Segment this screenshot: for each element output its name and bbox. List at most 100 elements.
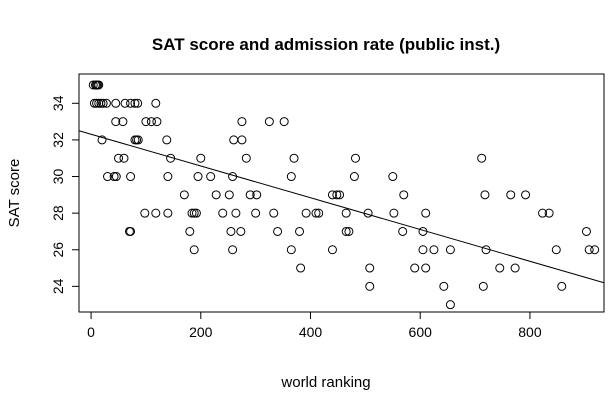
data-point [126,226,136,236]
data-point [120,98,130,108]
data-point [103,172,113,182]
data-point [206,172,216,182]
data-point [237,117,247,127]
data-point [314,208,324,218]
data-point [193,172,203,182]
data-point [89,98,99,108]
data-point [264,117,274,127]
data-point [126,172,136,182]
x-tick-label: 200 [189,324,213,340]
data-point [245,190,255,200]
y-tick-label: 30 [50,169,66,185]
regression-line [78,130,605,284]
x-tick-label: 400 [299,324,323,340]
data-point [228,245,238,255]
x-axis: 0 200 400 600 800 [87,312,542,340]
data-point [388,172,398,182]
data-point [130,98,140,108]
data-point [311,208,321,218]
data-point [445,245,455,255]
data-point [273,226,283,236]
data-point [365,263,375,273]
x-tick-label: 0 [87,324,95,340]
data-point [327,190,337,200]
data-point [418,245,428,255]
data-point [191,208,201,218]
data-point [226,226,236,236]
data-point [495,263,505,273]
x-tick-label: 800 [518,324,542,340]
data-point [480,190,490,200]
data-point [162,135,172,145]
y-tick-label: 32 [50,132,66,148]
data-point [152,117,162,127]
data-point [350,153,360,163]
data-point [189,245,199,255]
x-axis-title: world ranking [280,374,370,391]
data-point [98,98,108,108]
data-point [113,153,123,163]
data-point [295,226,305,236]
data-point [146,117,156,127]
data-point [521,190,531,200]
data-point [141,117,151,127]
data-point [557,281,567,291]
data-point [111,117,121,127]
data-point [289,153,299,163]
data-point [211,190,221,200]
data-point [269,208,279,218]
data-point [109,172,119,182]
data-point [590,245,600,255]
plot-frame [78,73,605,313]
data-point [365,281,375,291]
data-point [296,263,306,273]
data-point [429,245,439,255]
data-point [111,172,121,182]
data-point [236,226,246,236]
data-point [163,172,173,182]
data-point [301,208,311,218]
data-point [101,98,111,108]
y-tick-label: 24 [50,278,66,294]
data-point [418,226,428,236]
data-point [538,208,548,218]
data-point [551,245,561,255]
data-points [88,80,600,310]
data-point [166,153,176,163]
data-point [224,190,234,200]
data-point [88,80,98,90]
data-point [286,172,296,182]
data-point [421,208,431,218]
data-point [231,208,241,218]
data-point [421,263,431,273]
data-point [341,226,351,236]
data-point [133,135,143,145]
data-point [189,208,199,218]
data-point [151,98,161,108]
data-point [118,117,128,127]
data-point [163,208,173,218]
data-point [187,208,197,218]
data-point [237,135,247,145]
data-point [286,245,296,255]
data-point [252,190,262,200]
data-point [506,190,516,200]
data-point [445,300,455,310]
data-point [140,208,150,218]
data-point [185,226,195,236]
data-point [111,98,121,108]
data-point [241,153,251,163]
plot-area [78,73,605,313]
data-point [151,208,161,218]
data-point [97,135,107,145]
data-point [218,208,228,218]
data-point [335,190,345,200]
data-point [584,245,594,255]
data-point [133,98,143,108]
data-point [363,208,373,218]
data-point [510,263,520,273]
data-point [119,153,129,163]
data-point [229,135,239,145]
